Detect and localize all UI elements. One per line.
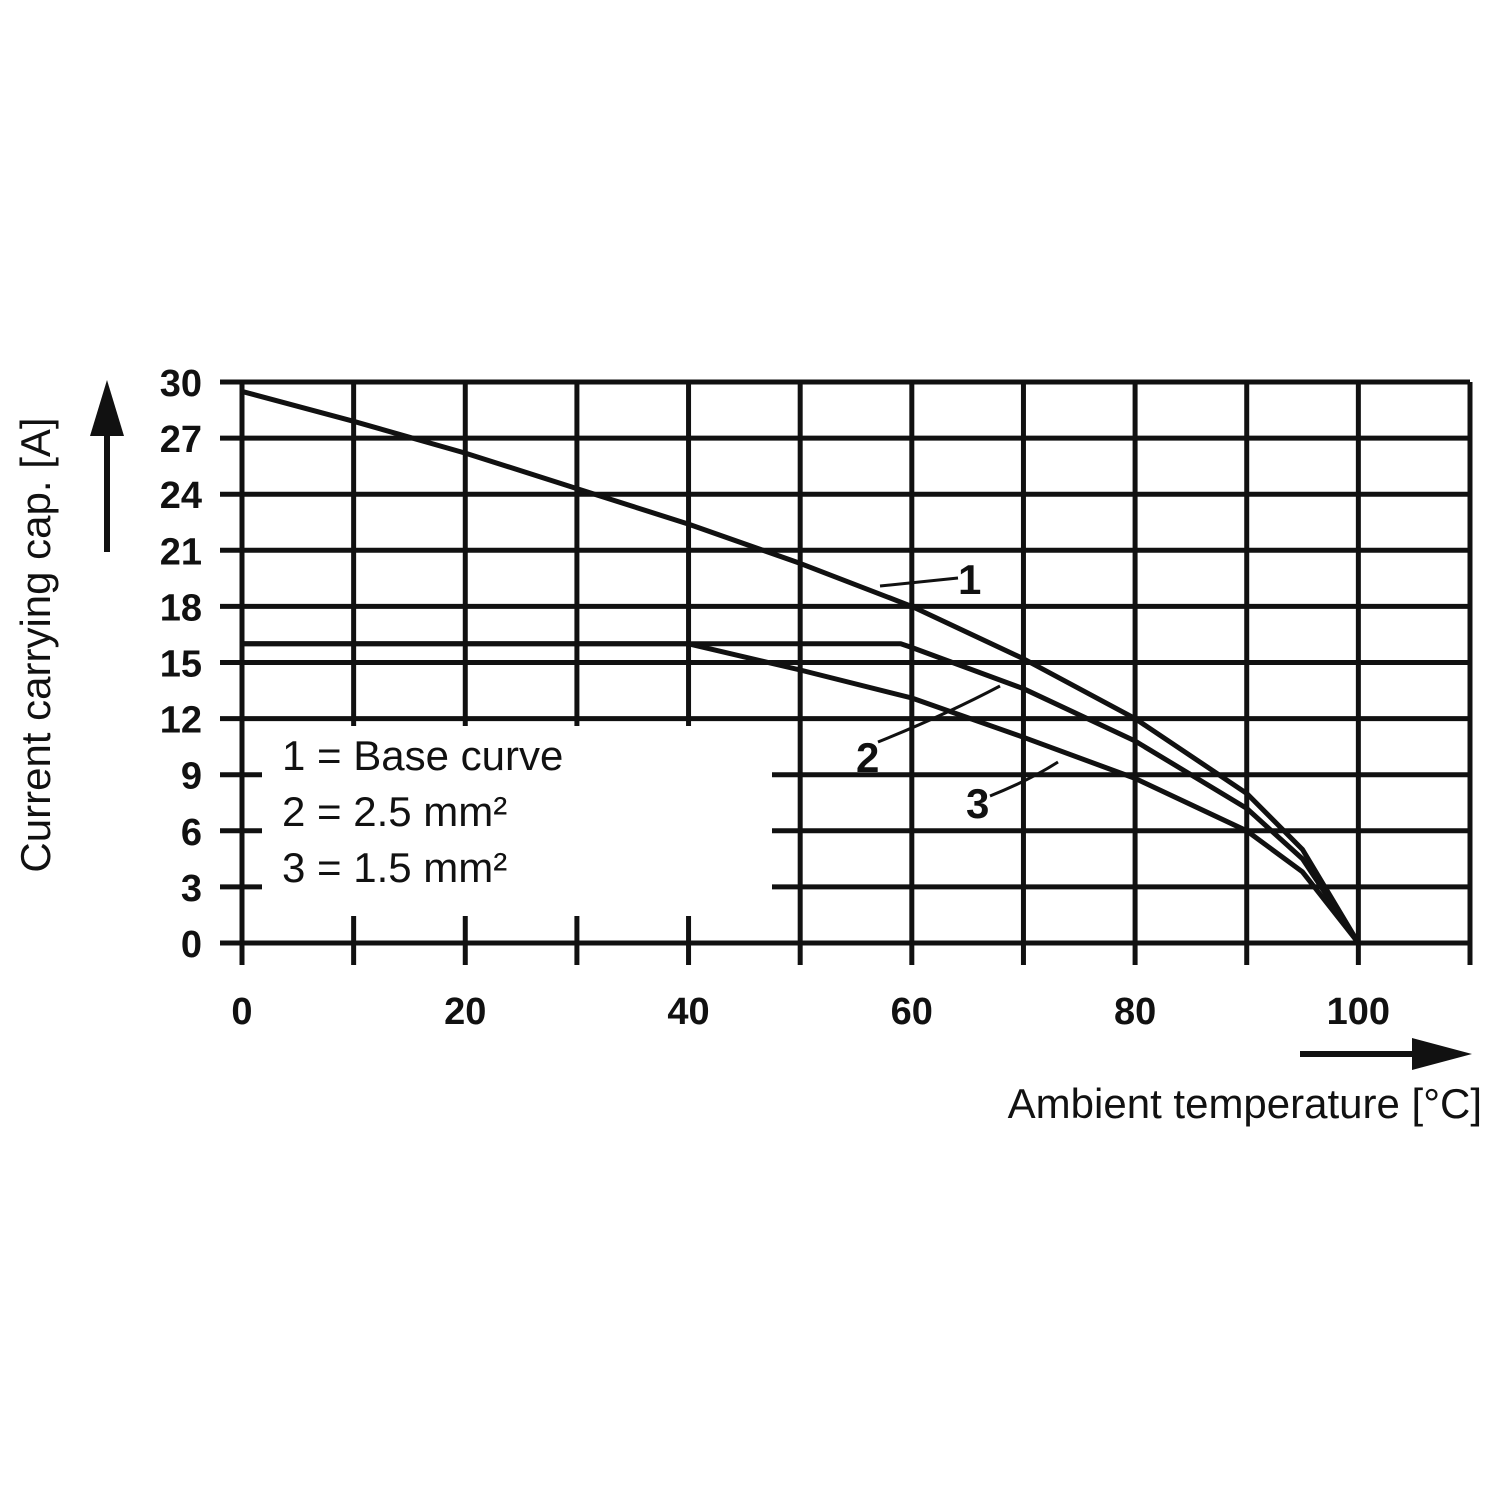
x-tick-label: 20 [444, 991, 486, 1033]
x-tick-label: 40 [667, 991, 709, 1033]
y-tick-label: 24 [160, 475, 202, 517]
callout-label-3: 3 [966, 780, 989, 827]
legend-background [262, 726, 772, 916]
legend-item-1: 1 = Base curve [282, 732, 563, 779]
y-tick-label: 12 [160, 700, 202, 742]
x-tick-label: 80 [1114, 991, 1156, 1033]
y-axis-title: Current carrying cap. [A] [12, 417, 59, 872]
callout-label-2: 2 [856, 734, 879, 781]
y-tick-label: 9 [181, 756, 202, 798]
y-tick-label: 30 [160, 363, 202, 405]
callout-label-1: 1 [958, 556, 981, 603]
y-tick-label: 15 [160, 644, 202, 686]
series-callouts: 1 2 3 [856, 556, 1059, 827]
x-axis-arrow-icon [1300, 1038, 1472, 1070]
x-axis-title: Ambient temperature [°C] [1008, 1080, 1482, 1127]
x-tick-label: 0 [231, 991, 252, 1033]
series-lines [239, 388, 1361, 946]
y-axis-arrow-icon [90, 380, 124, 552]
series-line-1 [239, 388, 1361, 946]
y-tick-label: 21 [160, 531, 202, 573]
y-tick-label: 3 [181, 868, 202, 910]
callout-leader-1 [879, 576, 959, 588]
series-line-2 [239, 641, 1361, 946]
x-tick-label: 100 [1327, 991, 1390, 1033]
y-tick-label: 6 [181, 812, 202, 854]
y-tick-label: 0 [181, 924, 202, 966]
y-tick-label: 27 [160, 419, 202, 461]
callout-leader-3 [989, 760, 1059, 798]
y-tick-label: 18 [160, 587, 202, 629]
x-tick-label: 60 [891, 991, 933, 1033]
callout-leader-2 [877, 684, 1001, 744]
legend-item-3: 3 = 1.5 mm² [282, 844, 507, 891]
series-line-3 [239, 641, 1361, 946]
legend-item-2: 2 = 2.5 mm² [282, 788, 507, 835]
legend: 1 = Base curve 2 = 2.5 mm² 3 = 1.5 mm² [262, 726, 772, 916]
